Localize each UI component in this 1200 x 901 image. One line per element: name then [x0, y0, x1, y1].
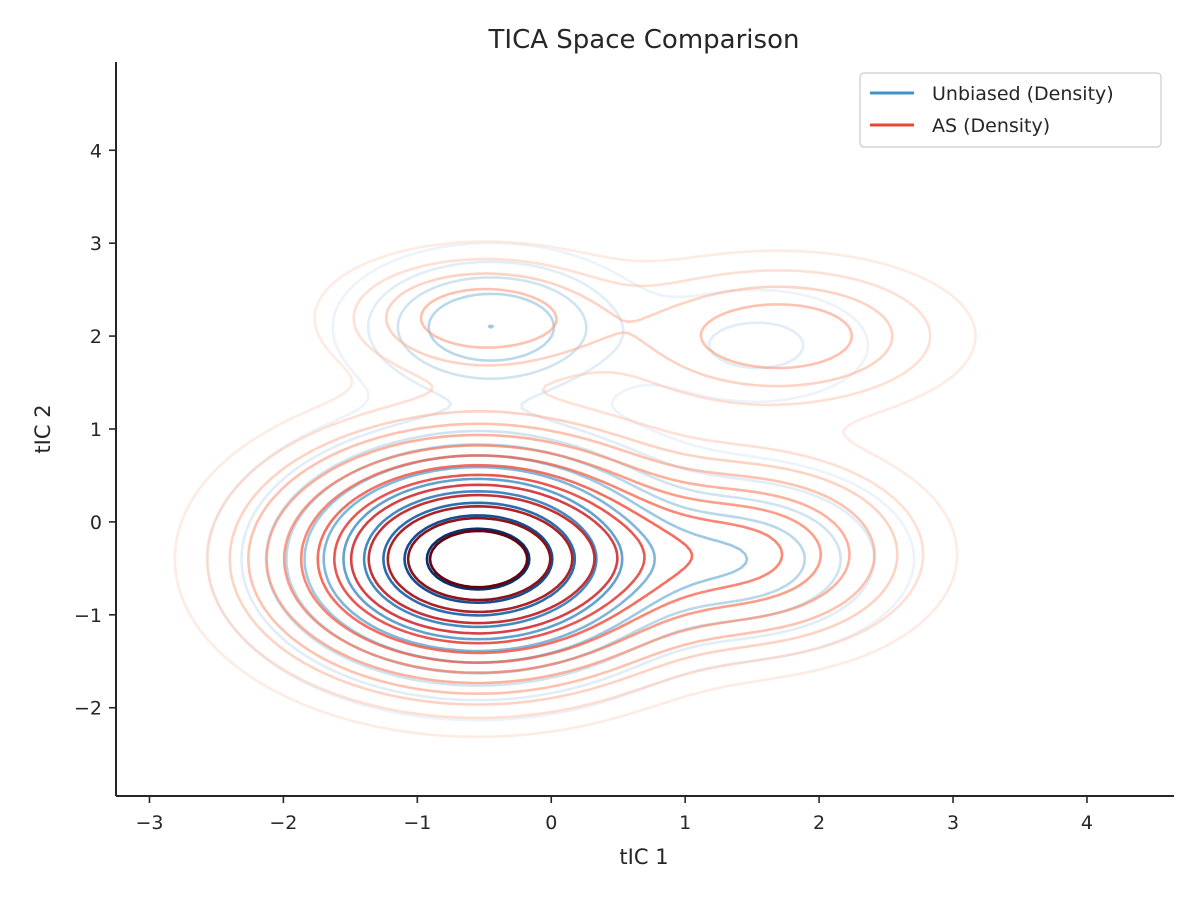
- x-tick-label: −1: [403, 812, 431, 834]
- x-tick-label: −2: [269, 812, 297, 834]
- contour-line: [342, 477, 624, 641]
- y-tick-label: 4: [90, 140, 102, 162]
- y-tick-label: 2: [90, 326, 102, 348]
- contour-line: [406, 516, 552, 602]
- x-ticks: −3 −2 −1 0 1 2 3 4: [135, 796, 1093, 834]
- contour-line: [228, 272, 899, 706]
- legend-label-as: AS (Density): [932, 115, 1050, 137]
- y-tick-label: 1: [90, 419, 102, 441]
- contour-line: [382, 501, 577, 617]
- legend-label-unbiased: Unbiased (Density): [932, 83, 1114, 105]
- contour-line: [316, 463, 694, 655]
- legend-frame: [859, 72, 1162, 148]
- y-tick-label: 3: [90, 233, 102, 255]
- contour-line: [173, 240, 977, 739]
- x-tick-label: 1: [679, 812, 691, 834]
- contour-layer: [173, 240, 977, 739]
- contour-line: [247, 287, 876, 695]
- contour-line: [386, 505, 574, 614]
- x-tick-label: 2: [813, 812, 825, 834]
- contour-line: [425, 527, 531, 591]
- x-tick-label: 0: [545, 812, 557, 834]
- x-tick-label: 3: [947, 812, 959, 834]
- contour-line: [367, 493, 596, 625]
- contour-line: [428, 529, 529, 589]
- contour-line: [403, 514, 554, 604]
- y-tick-label: 0: [90, 512, 102, 534]
- contour-line: [265, 433, 851, 685]
- contour-line: [299, 454, 784, 664]
- chart-title: TICA Space Comparison: [488, 25, 800, 55]
- contour-line: [206, 241, 916, 722]
- contour-series-as: [173, 240, 977, 739]
- y-tick-label: −1: [74, 605, 102, 627]
- legend: Unbiased (Density) AS (Density): [859, 72, 1162, 148]
- y-ticks: −2 −1 0 1 2 3 4: [74, 140, 116, 720]
- contour-line: [349, 483, 619, 635]
- contour-line: [205, 257, 932, 720]
- contour-line: [322, 465, 656, 653]
- y-tick-label: −2: [74, 698, 102, 720]
- x-axis-label: tIC 1: [619, 845, 668, 869]
- x-tick-label: −3: [135, 812, 163, 834]
- contour-line: [282, 444, 823, 674]
- contour-line: [362, 490, 598, 629]
- x-tick-label: 4: [1081, 812, 1093, 834]
- contour-line: [333, 473, 646, 645]
- y-axis-label: tIC 2: [31, 404, 55, 453]
